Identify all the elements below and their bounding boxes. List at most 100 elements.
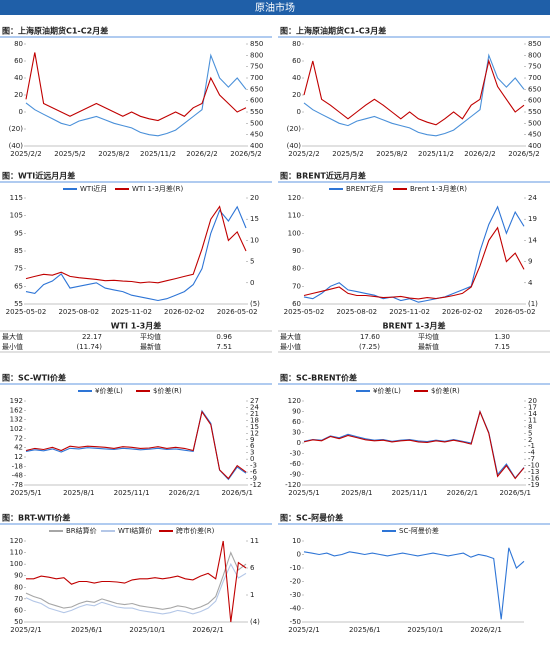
y-tick-label: 0 [297, 551, 301, 559]
y-tick-label: 42 [14, 444, 23, 452]
y-tick-label: 70 [14, 595, 23, 603]
legend-label: SC-阿曼价差 [399, 526, 439, 535]
y-tick-label: -50 [290, 618, 301, 626]
y-tick-label: 110 [10, 549, 23, 557]
y2-tick-label: 27 [250, 397, 259, 405]
y2-tick-label: 8 [528, 423, 532, 431]
y2-tick-label: 10 [250, 236, 259, 244]
y2-tick-label: -1 [528, 442, 535, 450]
chart-title: 图：上海原油期货C1-C3月差 [280, 26, 386, 36]
chart-title: 图：SC-阿曼价差 [280, 513, 343, 523]
y2-tick-label: 550 [250, 108, 263, 116]
x-tick-label: 2025-05-02 [6, 308, 47, 316]
y2-tick-label: 550 [528, 108, 541, 116]
y-tick-label: -30 [290, 591, 301, 599]
y-tick-label: 80 [292, 40, 301, 48]
y-tick-label: -90 [290, 471, 301, 479]
y2-tick-label: 5 [250, 258, 254, 266]
y2-tick-label: 5 [528, 429, 532, 437]
legend-label: Brent 1-3月差(R) [410, 184, 467, 193]
y2-tick-label: 1 [250, 591, 254, 599]
legend-label: 跨市价差(R) [176, 526, 215, 535]
y-tick-label: 85 [14, 247, 23, 255]
x-tick-label: 2025-11-02 [389, 308, 430, 316]
y2-tick-label: 500 [250, 119, 263, 127]
y2-tick-label: 20 [250, 194, 259, 202]
y2-tick-label: 14 [528, 236, 537, 244]
y2-tick-label: 19 [528, 215, 537, 223]
stats-cell: 最大值 [2, 332, 23, 341]
y2-tick-label: 17 [528, 403, 537, 411]
x-tick-label: 2025/5/1 [10, 489, 41, 497]
y-tick-label: 120 [10, 537, 23, 545]
y-tick-label: 95 [14, 229, 23, 237]
x-tick-label: 2025-08-02 [336, 308, 377, 316]
y-tick-label: 70 [292, 282, 301, 290]
y-tick-label: (40) [287, 142, 302, 150]
x-tick-label: 2026/2/2 [186, 150, 217, 158]
stats-title: WTI 1-3月差 [111, 321, 162, 331]
y2-tick-label: 6 [250, 442, 255, 450]
y-tick-label: -18 [12, 462, 23, 470]
x-tick-label: 2025-05-02 [284, 308, 325, 316]
y2-tick-label: -19 [528, 481, 539, 489]
x-tick-label: 2026/5/2 [508, 150, 539, 158]
y-tick-label: -48 [12, 472, 23, 480]
y2-tick-label: 500 [528, 119, 541, 127]
series-line [303, 547, 525, 620]
chart-title: 图：BRENT近远月月差 [280, 171, 366, 181]
y-tick-label: 60 [292, 300, 301, 308]
y-tick-label: 60 [14, 606, 23, 614]
x-tick-label: 2026/2/1 [169, 489, 200, 497]
series-line [25, 410, 247, 480]
x-tick-label: 2025-08-02 [58, 308, 99, 316]
y2-tick-label: -6 [250, 468, 258, 476]
series-line [26, 540, 247, 623]
x-tick-label: 2026/2/1 [470, 626, 501, 634]
y-tick-label: 10 [292, 537, 301, 545]
x-tick-label: 2025/8/1 [63, 489, 94, 497]
legend-label: ¥价差(L) [95, 386, 123, 395]
stats-cell: (11.74) [76, 343, 102, 351]
y-tick-label: 100 [10, 560, 23, 568]
y-tick-label: 90 [14, 572, 23, 580]
x-tick-label: 2025/2/1 [10, 626, 41, 634]
stats-cell: 最大值 [280, 332, 301, 341]
y-tick-label: 30 [292, 429, 301, 437]
y-tick-label: 80 [14, 40, 23, 48]
y2-tick-label: 2 [528, 436, 532, 444]
y2-tick-label: 700 [528, 74, 541, 82]
y2-tick-label: 750 [528, 63, 541, 71]
y2-tick-label: 4 [528, 279, 533, 287]
x-tick-label: 2025/5/1 [288, 489, 319, 497]
series-line [25, 551, 247, 610]
y-tick-label: 60 [14, 57, 23, 65]
y2-tick-label: -16 [528, 475, 540, 483]
chart-title: 图：BRT-WTI价差 [2, 513, 70, 523]
y-tick-label: -40 [290, 605, 301, 613]
y-tick-label: 60 [292, 418, 301, 426]
y2-tick-label: 850 [250, 40, 263, 48]
y2-tick-label: 600 [528, 97, 541, 105]
y2-tick-label: 450 [250, 131, 263, 139]
y-tick-label: -20 [290, 578, 301, 586]
x-tick-label: 2025-11-02 [111, 308, 152, 316]
x-tick-label: 2026-02-02 [442, 308, 483, 316]
x-tick-label: 2026/2/1 [192, 626, 223, 634]
y2-tick-label: 9 [250, 436, 254, 444]
y2-tick-label: 400 [250, 142, 263, 150]
y2-tick-label: 11 [250, 537, 259, 545]
y-tick-label: 72 [14, 434, 23, 442]
y2-tick-label: 650 [528, 85, 541, 93]
y-tick-label: 100 [288, 229, 301, 237]
series-line [303, 53, 525, 137]
y2-tick-label: -7 [528, 455, 535, 463]
series-line [303, 59, 525, 126]
chart-title: 图：WTI近远月月差 [2, 171, 75, 181]
stats-cell: 17.60 [360, 333, 380, 341]
series-line [303, 226, 525, 300]
y-tick-label: 132 [10, 416, 23, 424]
x-tick-label: 2025/6/1 [349, 626, 380, 634]
x-tick-label: 2025/8/2 [376, 150, 407, 158]
